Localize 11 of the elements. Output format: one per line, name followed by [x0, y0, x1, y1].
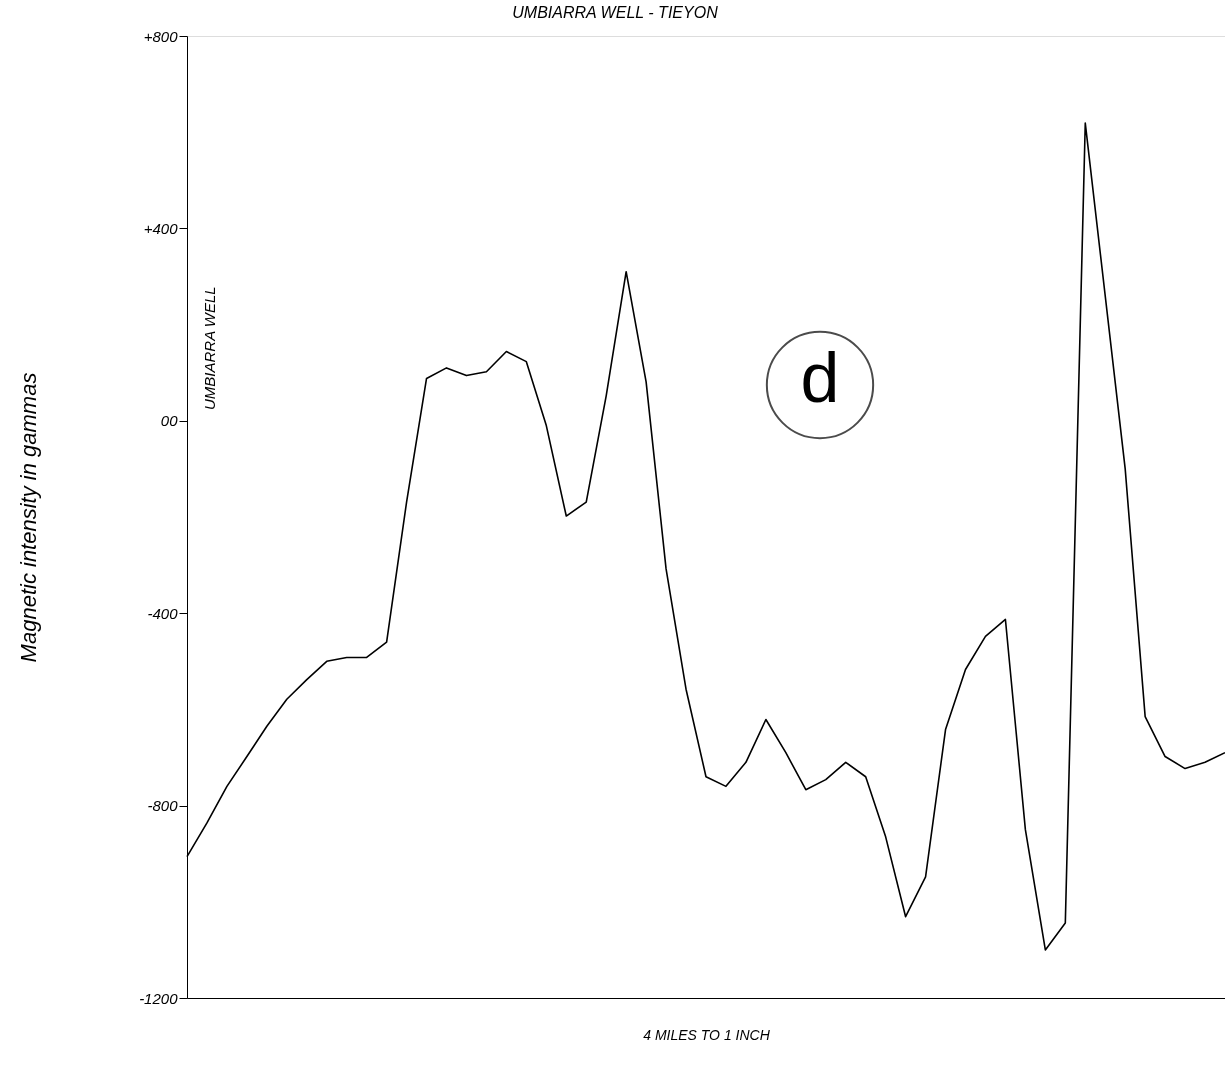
y-axis-title: Magnetic intensity in gammas	[15, 372, 41, 663]
y-tick-label: +400	[143, 219, 179, 237]
y-tick-label: -400	[147, 604, 179, 622]
x-axis-title: 4 MILES TO 1 INCH	[643, 1026, 771, 1043]
y-tick-label: +800	[143, 27, 179, 45]
annotation: d	[800, 339, 840, 417]
y-tick-label: -800	[147, 797, 179, 815]
chart-title: UMBIARRA WELL - TIEYON	[512, 4, 719, 21]
y-tick-label: -1200	[139, 989, 179, 1007]
y-tick-label: 00	[160, 412, 179, 430]
annotation: UMBIARRA WELL	[201, 286, 218, 410]
